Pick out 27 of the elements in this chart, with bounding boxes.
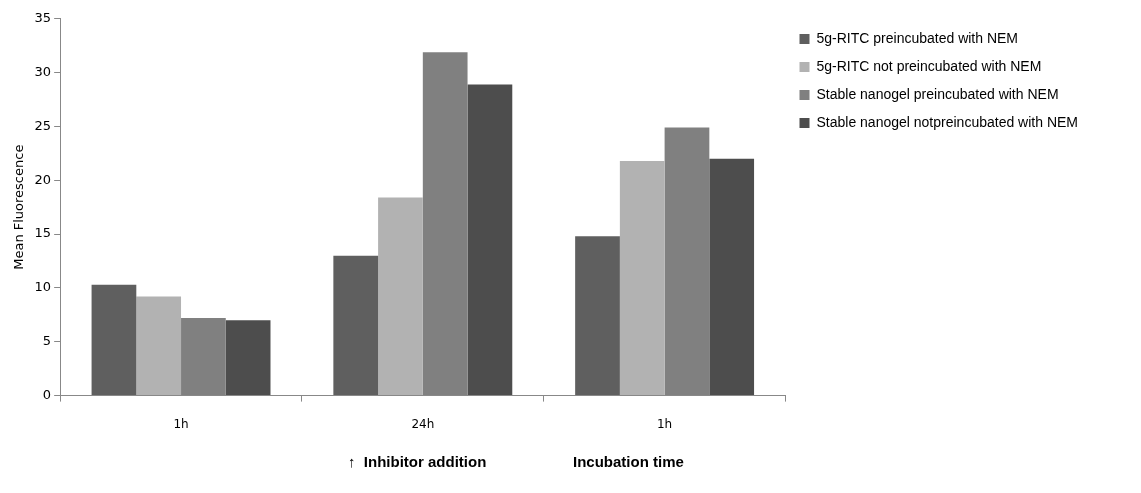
bar: [225, 320, 271, 396]
y-axis-title: Mean Fluorescence: [11, 144, 27, 270]
legend-label: 5g-RITC preincubated with NEM: [816, 29, 1019, 46]
y-tick-label: 15: [34, 225, 52, 241]
legend-label: Stable nanogel preincubated with NEM: [816, 85, 1059, 102]
text: ↑ Inhibitor addition: [348, 453, 487, 470]
bar: [91, 284, 137, 396]
y-tick-label: 35: [34, 10, 52, 26]
y-tick-label: 0: [42, 386, 52, 402]
y-tick-label: 25: [34, 117, 52, 133]
bar: [709, 158, 755, 396]
y-tick-label: 10: [34, 279, 52, 295]
bar: [136, 296, 182, 396]
bar: [619, 160, 665, 396]
legend-label: 5g-RITC not preincubated with NEM: [816, 57, 1042, 74]
bar: [378, 197, 423, 396]
x-tick-label: 1h: [173, 416, 189, 431]
x-tick-label: 24h: [411, 416, 435, 431]
y-tick-label: 30: [34, 64, 52, 79]
bar: [575, 236, 620, 396]
x-tick-label: 1h: [656, 416, 673, 431]
bar: [333, 255, 379, 396]
y-tick-label: 20: [34, 171, 52, 187]
legend-label: Stable nanogel notpreincubated with NEM: [816, 113, 1079, 130]
y-tick-label: 5: [42, 333, 52, 349]
bar: [467, 84, 513, 396]
x-axis-title: Incubation time: [573, 453, 684, 470]
